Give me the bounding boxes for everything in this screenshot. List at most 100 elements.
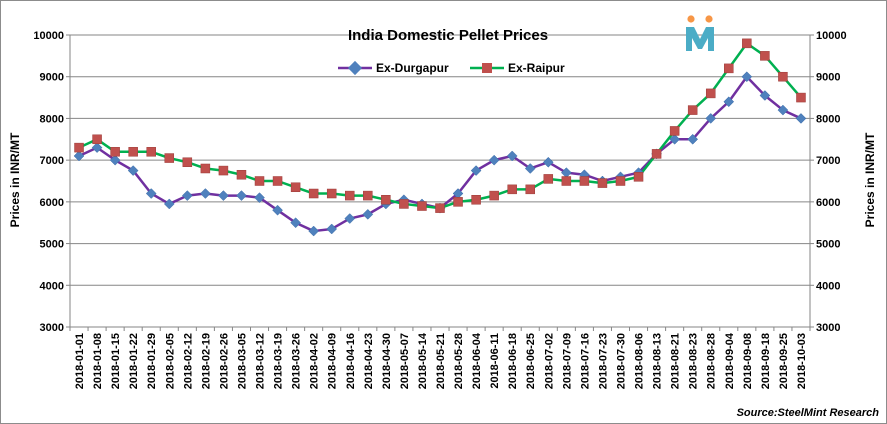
data-point-ex-raipur (326, 188, 337, 199)
legend-marker-ex-raipur (482, 63, 492, 73)
axes (69, 35, 811, 328)
data-point-ex-durgapur (109, 154, 121, 166)
data-point-ex-raipur (778, 71, 788, 82)
data-point-ex-raipur (760, 51, 770, 61)
data-point-ex-raipur (290, 182, 301, 193)
x-tick-label: 2018-06-18 (507, 333, 519, 389)
x-tick-label: 2018-04-09 (327, 333, 339, 389)
data-point-ex-durgapur (705, 113, 717, 124)
data-point-ex-durgapur (290, 217, 301, 229)
data-point-ex-raipur (507, 184, 517, 195)
data-point-ex-raipur (218, 165, 229, 176)
data-point-ex-raipur (471, 195, 481, 205)
x-tick-label: 2018-09-18 (760, 333, 772, 389)
x-tick-label: 2018-09-04 (724, 332, 736, 389)
x-tick-label: 2018-08-06 (634, 333, 646, 389)
y-axis-left-ticks: 3000 4000 5000 6000 7000 8000 9000 10000 (33, 30, 70, 334)
data-point-ex-raipur (110, 147, 120, 157)
x-tick-label: 2018-05-14 (417, 332, 429, 389)
data-point-ex-raipur (435, 203, 445, 213)
y-axis-right-ticks: 3000 4000 5000 6000 7000 8000 9000 10000 (810, 30, 847, 334)
data-point-ex-durgapur (163, 198, 175, 210)
x-tick-label: 2018-03-12 (255, 333, 267, 389)
x-tick-label: 2018-02-19 (200, 333, 212, 389)
data-point-ex-durgapur (145, 188, 157, 199)
data-point-ex-raipur (345, 190, 355, 201)
data-point-ex-raipur (669, 126, 680, 136)
y-tick-label-left: 5000 (40, 239, 64, 251)
y-tick-label-left: 3000 (40, 322, 64, 334)
x-tick-label: 2018-05-07 (399, 333, 411, 389)
x-tick-label: 2018-08-23 (688, 333, 700, 389)
x-tick-label: 2018-03-05 (236, 333, 248, 389)
data-point-ex-raipur (579, 176, 590, 186)
data-point-ex-durgapur (344, 213, 356, 224)
data-point-ex-raipur (633, 172, 644, 182)
data-point-ex-durgapur (254, 192, 265, 204)
y-tick-label-right: 10000 (816, 30, 847, 42)
data-point-ex-raipur (615, 176, 626, 186)
data-point-ex-durgapur (91, 142, 103, 153)
steelmint-logo-icon (686, 15, 714, 51)
logo-dot-left (687, 15, 695, 23)
data-point-ex-durgapur (669, 133, 680, 145)
x-tick-label: 2018-02-12 (182, 333, 194, 389)
data-point-ex-durgapur (218, 190, 229, 201)
x-tick-label: 2018-05-21 (435, 333, 447, 389)
y-tick-label-left: 9000 (40, 72, 64, 84)
data-point-ex-raipur (597, 178, 608, 188)
data-point-ex-raipur (687, 105, 698, 115)
y-tick-label-right: 8000 (816, 113, 840, 125)
data-point-ex-raipur (363, 190, 373, 201)
data-point-ex-raipur (74, 142, 84, 153)
y-tick-label-left: 6000 (40, 197, 64, 209)
x-tick-label: 2018-02-26 (218, 333, 230, 389)
data-point-ex-raipur (182, 157, 193, 167)
x-tick-label: 2018-04-16 (345, 333, 357, 389)
y-tick-label-right: 7000 (816, 155, 840, 167)
x-tick-label: 2018-07-09 (561, 333, 573, 389)
x-tick-label: 2018-09-25 (778, 333, 790, 389)
x-tick-label: 2018-06-25 (525, 333, 537, 389)
data-point-ex-raipur (724, 63, 734, 74)
x-tick-label: 2018-02-05 (164, 333, 176, 389)
logo-dot-right (705, 15, 713, 23)
x-tick-label: 2018-08-28 (706, 333, 718, 389)
data-point-ex-durgapur (470, 165, 482, 176)
y-tick-label-left: 8000 (40, 113, 64, 125)
data-point-ex-durgapur (362, 209, 374, 220)
x-tick-label: 2018-03-26 (291, 333, 303, 389)
y-tick-label-left: 4000 (40, 280, 64, 292)
data-point-ex-raipur (236, 169, 247, 180)
y-tick-label-left: 10000 (33, 30, 64, 42)
data-point-ex-durgapur (308, 225, 320, 237)
series-markers (73, 38, 807, 237)
data-point-ex-durgapur (127, 165, 139, 176)
data-point-ex-durgapur (777, 104, 789, 116)
data-point-ex-durgapur (272, 204, 283, 216)
x-tick-label: 2018-04-02 (309, 333, 321, 389)
y-tick-label-right: 9000 (816, 72, 840, 84)
y-tick-label-right: 4000 (816, 280, 840, 292)
x-tick-label: 2018-04-23 (363, 333, 375, 389)
data-point-ex-raipur (742, 38, 752, 49)
chart-title: India Domestic Pellet Prices (348, 27, 548, 44)
data-point-ex-raipur (381, 195, 391, 205)
legend: Ex-Durgapur Ex-Raipur (338, 60, 565, 76)
data-point-ex-raipur (489, 190, 499, 201)
x-axis-ticks: 2018-01-01 2018-01-08 2018-01-15 2018-01-22… (69, 327, 811, 389)
data-point-ex-durgapur (73, 150, 85, 162)
data-point-ex-raipur (146, 147, 156, 157)
data-point-ex-raipur (254, 176, 265, 186)
data-point-ex-durgapur (759, 90, 771, 101)
x-tick-label: 2018-06-04 (471, 332, 483, 389)
legend-label-ex-durgapur: Ex-Durgapur (376, 61, 449, 75)
x-tick-label: 2018-07-16 (579, 333, 591, 389)
data-point-ex-durgapur (795, 113, 807, 124)
x-tick-label: 2018-01-08 (92, 333, 104, 389)
data-point-ex-durgapur (741, 71, 753, 83)
x-tick-label: 2018-01-22 (128, 333, 140, 389)
y-tick-label-right: 6000 (816, 197, 840, 209)
legend-label-ex-raipur: Ex-Raipur (508, 61, 565, 75)
